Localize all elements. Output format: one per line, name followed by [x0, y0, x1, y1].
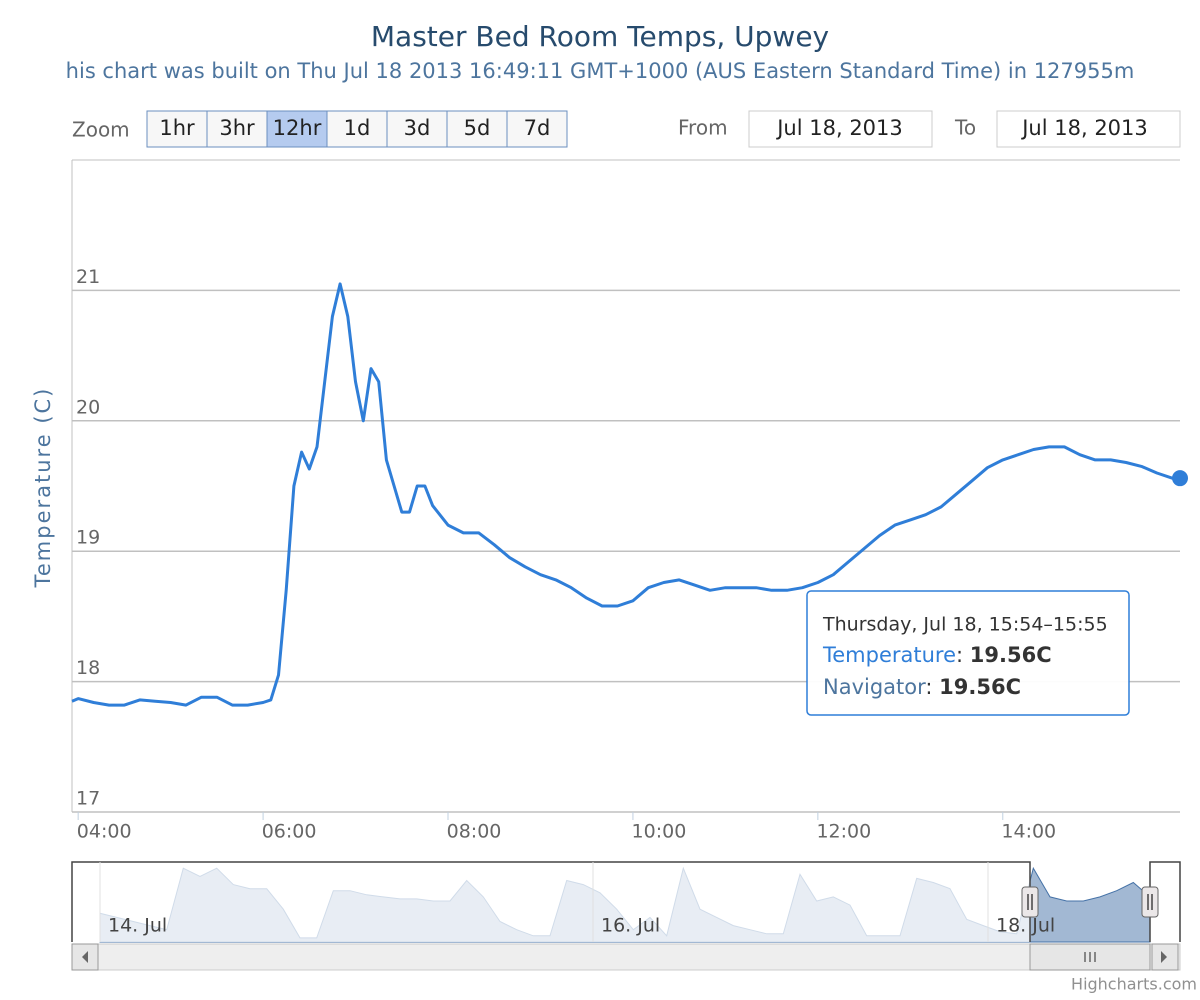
navigator-label: 16. Jul	[601, 915, 660, 937]
from-input[interactable]	[748, 110, 933, 148]
zoom-button[interactable]	[326, 110, 388, 148]
zoom-button-label: 3d	[404, 116, 431, 140]
x-tick-label: 14:00	[1001, 821, 1056, 843]
zoom-button-label: 1hr	[159, 116, 195, 140]
from-label: From	[678, 116, 728, 140]
zoom-button-label: 12hr	[273, 116, 322, 140]
y-tick-label: 19	[76, 527, 100, 549]
navigator-handle-grip	[1147, 894, 1153, 910]
navigator-label: 14. Jul	[108, 915, 167, 937]
scrollbar-track	[71, 943, 1181, 971]
x-tick-label: 10:00	[632, 821, 687, 843]
y-tick-label: 20	[76, 396, 100, 418]
x-tick-label: 12:00	[816, 821, 871, 843]
navigator-label: 18. Jul	[996, 915, 1055, 937]
navigator-handle-grip	[1027, 894, 1033, 910]
scrollbar-left-arrow	[82, 951, 88, 963]
y-axis-title: Temperature (C)	[31, 387, 55, 589]
x-tick-label: 04:00	[77, 821, 132, 843]
chart-subtitle: his chart was built on Thu Jul 18 2013 1…	[66, 59, 1135, 83]
x-tick-label: 08:00	[447, 821, 502, 843]
zoom-button[interactable]	[386, 110, 448, 148]
zoom-button-label: 5d	[464, 116, 491, 140]
zoom-button-label: 7d	[524, 116, 551, 140]
to-input[interactable]	[996, 110, 1181, 148]
to-value: Jul 18, 2013	[1020, 116, 1148, 140]
navigator-handle[interactable]	[1021, 886, 1039, 918]
tooltip-box	[806, 590, 1130, 716]
y-tick-label: 21	[76, 266, 100, 288]
tooltip-row: Temperature: 19.56C	[822, 643, 1052, 667]
tooltip-sep: :	[925, 675, 939, 699]
tooltip-value: 19.56C	[939, 675, 1021, 699]
tooltip-name: Temperature	[822, 643, 956, 667]
from-value: Jul 18, 2013	[775, 116, 903, 140]
tooltip-name: Navigator	[823, 675, 926, 699]
navigator-handle[interactable]	[1141, 886, 1159, 918]
tooltip-sep: :	[956, 643, 970, 667]
zoom-label: Zoom	[72, 118, 130, 142]
series-line	[71, 282, 1180, 707]
y-tick-label: 17	[76, 788, 100, 810]
hover-marker	[1172, 470, 1188, 487]
credits[interactable]: Highcharts.com	[1071, 975, 1197, 994]
scrollbar-thumb-grip	[1084, 952, 1096, 962]
zoom-button-label: 3hr	[219, 116, 255, 140]
zoom-button[interactable]	[506, 110, 568, 148]
x-tick-label: 06:00	[262, 821, 317, 843]
to-label: To	[954, 116, 976, 140]
chart-title: Master Bed Room Temps, Upwey	[371, 20, 829, 53]
tooltip-row: Navigator: 19.56C	[823, 675, 1021, 699]
navigator-mask-left	[72, 862, 1030, 942]
zoom-button-label: 1d	[344, 116, 371, 140]
zoom-button[interactable]	[446, 110, 508, 148]
zoom-button[interactable]	[206, 110, 268, 148]
y-tick-label: 18	[76, 657, 100, 679]
scrollbar-right-arrow	[1161, 951, 1167, 963]
tooltip-value: 19.56C	[970, 643, 1052, 667]
tooltip-header: Thursday, Jul 18, 15:54–15:55	[822, 614, 1108, 636]
zoom-button[interactable]	[146, 110, 208, 148]
